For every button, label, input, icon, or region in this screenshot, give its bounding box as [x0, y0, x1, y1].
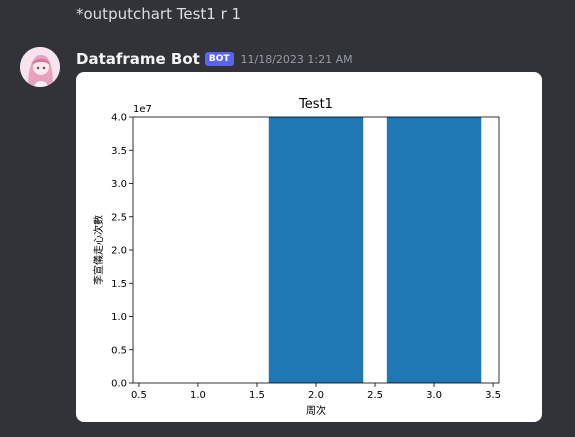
bars-layer: [268, 117, 482, 383]
y-tick-label: 3.0: [111, 179, 127, 190]
chart-image[interactable]: Test1 1e7 0.0 0.5 1.0 1.5 2.0 2.5 3.0 3.5 4.0 0.…: [76, 72, 542, 422]
y-tick-label: 2.5: [111, 212, 127, 223]
y-tick-label: 1.5: [111, 279, 127, 290]
bot-badge: BOT: [204, 52, 234, 66]
message-header: Dataframe Bot BOT 11/18/2023 1:21 AM: [76, 48, 353, 70]
x-tick-label: 3.5: [485, 390, 501, 401]
anime-girl-avatar-icon[interactable]: [20, 47, 60, 87]
x-tick-label: 2.0: [308, 390, 324, 401]
y-tick-label: 4.0: [111, 113, 127, 124]
x-axis-label: 周次: [306, 404, 326, 417]
x-tick-label: 2.5: [367, 390, 383, 401]
y-tick-label: 2.0: [111, 246, 127, 257]
y-tick-label: 0.0: [111, 379, 127, 390]
plot-frame: [132, 116, 500, 384]
bar-2: [386, 117, 482, 383]
bar-chart: Test1 1e7 0.0 0.5 1.0 1.5 2.0 2.5 3.0 3.5 4.0 0.…: [92, 97, 501, 417]
x-tick-label: 0.5: [131, 390, 147, 401]
y-tick-label: 3.5: [111, 146, 127, 157]
x-tick-label: 1.5: [249, 390, 265, 401]
y-axis-label: 李宣儀走心次數: [92, 215, 105, 285]
y-ticks-layer: 0.0 0.5 1.0 1.5 2.0 2.5 3.0 3.5 4.0: [111, 113, 133, 390]
bar-1: [268, 117, 364, 383]
x-tick-label: 3.0: [426, 390, 442, 401]
username[interactable]: Dataframe Bot: [76, 50, 200, 68]
bot-message: Dataframe Bot BOT 11/18/2023 1:21 AM Tes…: [0, 40, 575, 437]
chart-title: Test1: [298, 97, 333, 112]
x-tick-label: 1.0: [190, 390, 206, 401]
timestamp[interactable]: 11/18/2023 1:21 AM: [240, 52, 353, 66]
y-tick-label: 1.0: [111, 312, 127, 323]
y-tick-label: 0.5: [111, 345, 127, 356]
y-scale-label: 1e7: [133, 104, 152, 115]
x-ticks-layer: 0.5 1.0 1.5 2.0 2.5 3.0 3.5: [131, 383, 501, 401]
command-message: *outputchart Test1 r 1: [76, 5, 242, 23]
